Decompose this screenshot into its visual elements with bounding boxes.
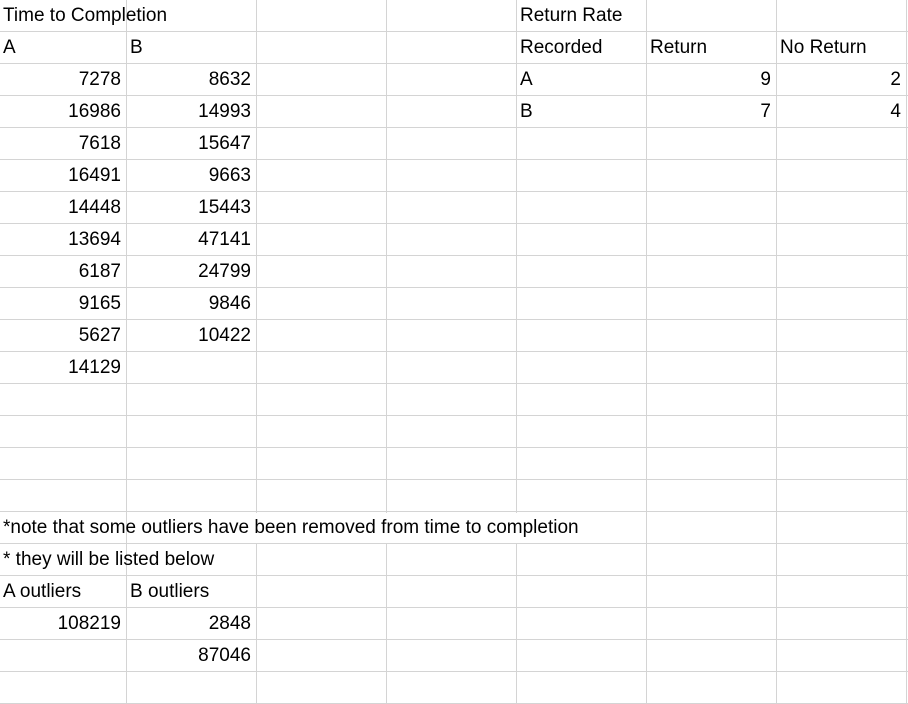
column-divider [646, 0, 647, 704]
b-value-cell: 47141 [198, 229, 251, 250]
row-divider [0, 383, 908, 384]
row-divider [0, 319, 908, 320]
a-value-cell: 6187 [78, 261, 121, 282]
row-divider [0, 351, 908, 352]
recorded-header: Recorded [520, 37, 603, 58]
column-divider [776, 0, 777, 704]
row-divider [0, 607, 908, 608]
b-value-cell: 15443 [198, 197, 251, 218]
return-rate-title: Return Rate [520, 5, 623, 26]
return-value-b: 7 [760, 101, 771, 122]
a-value-cell: 7618 [78, 133, 121, 154]
row-divider [0, 127, 908, 128]
b-outliers-header: B outliers [130, 581, 210, 602]
return-header: Return [650, 37, 708, 58]
a-outlier-value: 108219 [57, 613, 121, 634]
row-divider [0, 191, 908, 192]
column-divider [516, 0, 517, 704]
a-value-cell: 9165 [78, 293, 121, 314]
row-divider [0, 31, 908, 32]
recorded-label-b: B [520, 101, 533, 122]
column-b-header: B [130, 37, 143, 58]
row-divider [0, 639, 908, 640]
row-divider [0, 287, 908, 288]
a-value-cell: 16491 [68, 165, 121, 186]
row-divider [0, 415, 908, 416]
row-divider [0, 95, 908, 96]
outlier-note-2: * they will be listed below [3, 549, 215, 570]
a-value-cell: 13694 [68, 229, 121, 250]
b-value-cell: 10422 [198, 325, 251, 346]
column-divider [906, 0, 907, 704]
a-value-cell: 7278 [78, 69, 121, 90]
row-divider [0, 543, 908, 544]
column-divider [386, 0, 387, 704]
a-value-cell: 14448 [68, 197, 121, 218]
row-divider [0, 63, 908, 64]
row-divider [0, 447, 908, 448]
column-divider [126, 0, 127, 704]
a-outliers-header: A outliers [3, 581, 82, 602]
row-divider [0, 159, 908, 160]
a-value-cell: 5627 [78, 325, 121, 346]
b-outlier-value: 87046 [198, 645, 251, 666]
row-divider [0, 575, 908, 576]
b-value-cell: 9846 [208, 293, 251, 314]
row-divider [0, 511, 908, 512]
column-a-header: A [3, 37, 16, 58]
b-value-cell: 24799 [198, 261, 251, 282]
no-return-value-a: 2 [890, 69, 901, 90]
time-to-completion-title: Time to Completion [3, 5, 168, 26]
row-divider [0, 223, 908, 224]
b-value-cell: 8632 [208, 69, 251, 90]
no-return-value-b: 4 [890, 101, 901, 122]
return-value-a: 9 [760, 69, 771, 90]
b-outlier-value: 2848 [208, 613, 251, 634]
column-divider [256, 0, 257, 704]
outlier-note: *note that some outliers have been remov… [3, 517, 579, 538]
row-divider [0, 479, 908, 480]
a-value-cell: 16986 [68, 101, 121, 122]
recorded-label-a: A [520, 69, 533, 90]
b-value-cell: 14993 [198, 101, 251, 122]
no-return-header: No Return [780, 37, 867, 58]
row-divider [0, 255, 908, 256]
b-value-cell: 9663 [208, 165, 251, 186]
row-divider [0, 671, 908, 672]
b-value-cell: 15647 [198, 133, 251, 154]
a-value-cell: 14129 [68, 357, 121, 378]
